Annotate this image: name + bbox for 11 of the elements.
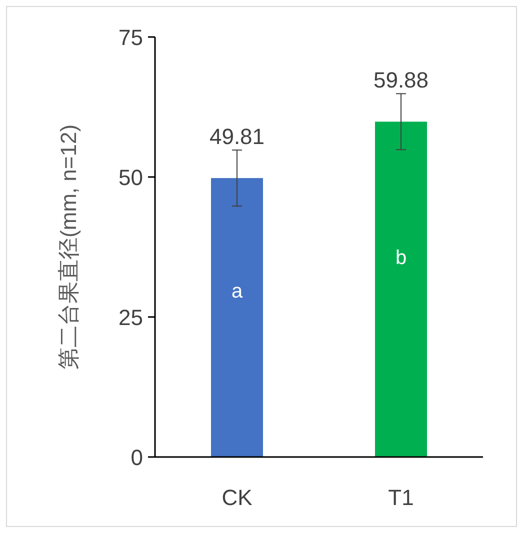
annotation: a xyxy=(231,280,244,303)
data-label: 49.81 xyxy=(209,124,265,150)
y-tick-label: 50 xyxy=(118,165,143,190)
y-axis-title: 第二台果直径(mm, n=12) xyxy=(56,124,81,370)
y-tick-label: 0 xyxy=(130,445,143,470)
x-tick-label: T1 xyxy=(388,485,414,510)
x-tick-label: CK xyxy=(222,485,253,510)
y-tick-label: 25 xyxy=(118,305,143,330)
annotation: b xyxy=(395,246,407,269)
data-label: 59.88 xyxy=(373,68,429,93)
y-tick-label: 75 xyxy=(118,25,143,50)
